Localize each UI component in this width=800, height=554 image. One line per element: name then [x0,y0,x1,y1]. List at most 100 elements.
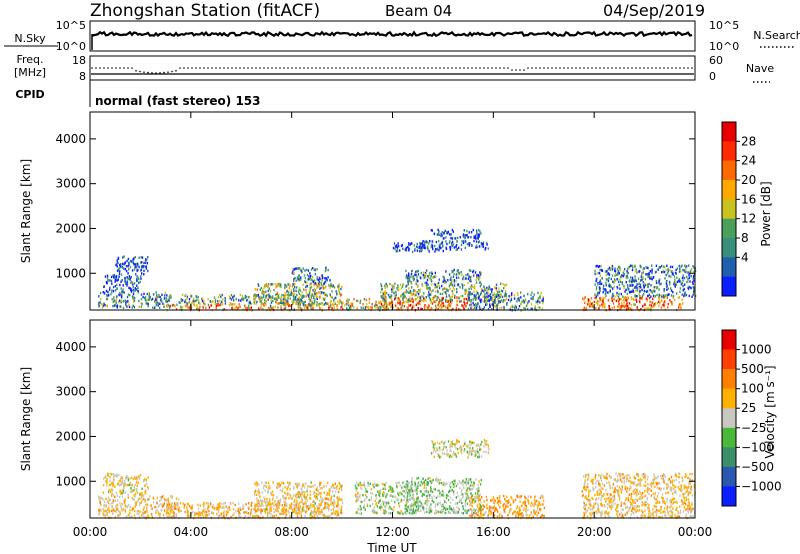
heatmap-cell [135,265,138,268]
heatmap-cell [256,288,259,291]
heatmap-cell [625,288,627,291]
heatmap-cell [582,308,584,311]
heatmap-cell [230,298,233,301]
heatmap-cell [138,277,140,280]
heatmap-cell [466,294,469,297]
heatmap-cell [125,484,127,487]
heatmap-cell [407,492,409,495]
heatmap-cell [296,492,298,496]
heatmap-cell [268,283,270,286]
heatmap-cell [125,300,127,304]
heatmap-cell [261,298,263,301]
heatmap-cell [132,507,134,511]
heatmap-cell [382,503,385,506]
heatmap-cell [359,505,361,508]
heatmap-cell [518,299,520,302]
heatmap-cell [136,284,138,287]
heatmap-cell [508,295,510,298]
heatmap-cell [216,303,218,306]
heatmap-cell [276,298,278,301]
heatmap-cell [276,296,278,300]
heatmap-cell [247,502,250,505]
heatmap-cell [688,264,690,267]
heatmap-cell [435,274,437,278]
heatmap-cell [294,482,297,486]
nsky-label: N.Sky [14,32,46,45]
heatmap-cell [264,301,266,304]
heatmap-cell [255,293,257,297]
heatmap-cell [589,300,591,303]
heatmap-cell [462,305,464,308]
heatmap-cell [261,499,263,502]
heatmap-cell [127,513,130,517]
heatmap-cell [607,284,610,287]
heatmap-cell [174,305,176,308]
heatmap-cell [294,498,296,502]
heatmap-cell [146,506,148,509]
heatmap-cell [450,282,452,285]
heatmap-cell [294,510,296,513]
nave-point [123,67,125,69]
heatmap-cell [172,514,175,518]
heatmap-cell [367,305,369,309]
heatmap-cell [243,297,245,301]
heatmap-cell [408,299,410,302]
heatmap-cell [389,296,391,299]
heatmap-cell [430,278,432,281]
heatmap-cell [273,297,275,300]
heatmap-cell [307,294,310,297]
heatmap-cell [240,299,242,302]
heatmap-cell [385,503,388,507]
heatmap-cell [280,306,282,310]
heatmap-cell [293,504,295,507]
heatmap-cell [464,302,466,305]
heatmap-cell [480,299,482,303]
heatmap-cell [219,502,221,505]
heatmap-cell [636,308,638,311]
heatmap-cell [475,308,477,311]
heatmap-cell [678,264,680,268]
heatmap-cell [407,306,409,310]
heatmap-cell [442,483,444,486]
heatmap-cell [360,483,362,486]
nave-point [343,67,345,69]
heatmap-cell [112,509,115,512]
heatmap-cell [435,248,437,251]
heatmap-cell [405,289,408,292]
heatmap-cell [631,264,633,267]
heatmap-cell [134,263,136,266]
heatmap-cell [670,275,672,278]
heatmap-cell [412,504,414,507]
heatmap-cell [117,482,120,485]
heatmap-cell [410,293,412,296]
heatmap-cell [518,296,520,300]
heatmap-cell [534,307,536,310]
heatmap-cell [301,497,303,500]
heatmap-cell [293,292,296,296]
heatmap-cell [449,484,451,487]
heatmap-cell [431,272,433,276]
heatmap-cell [385,504,387,508]
heatmap-cell [419,296,422,299]
heatmap-cell [621,282,624,286]
heatmap-cell [315,495,318,499]
heatmap-cell [306,499,309,502]
heatmap-cell [655,264,658,267]
heatmap-cell [228,505,230,509]
heatmap-cell [427,287,430,290]
heatmap-cell [375,300,377,304]
heatmap-cell [392,306,395,309]
heatmap-cell [647,285,649,289]
heatmap-cell [286,493,289,496]
heatmap-cell [599,290,601,293]
heatmap-cell [469,285,472,288]
heatmap-cell [536,300,539,303]
heatmap-cell [340,306,342,309]
heatmap-cell [143,480,145,483]
heatmap-cell [322,303,325,307]
heatmap-cell [122,284,124,287]
nave-point [671,67,673,69]
heatmap-cell [199,504,201,507]
heatmap-cell [481,289,484,292]
heatmap-cell [126,305,128,308]
